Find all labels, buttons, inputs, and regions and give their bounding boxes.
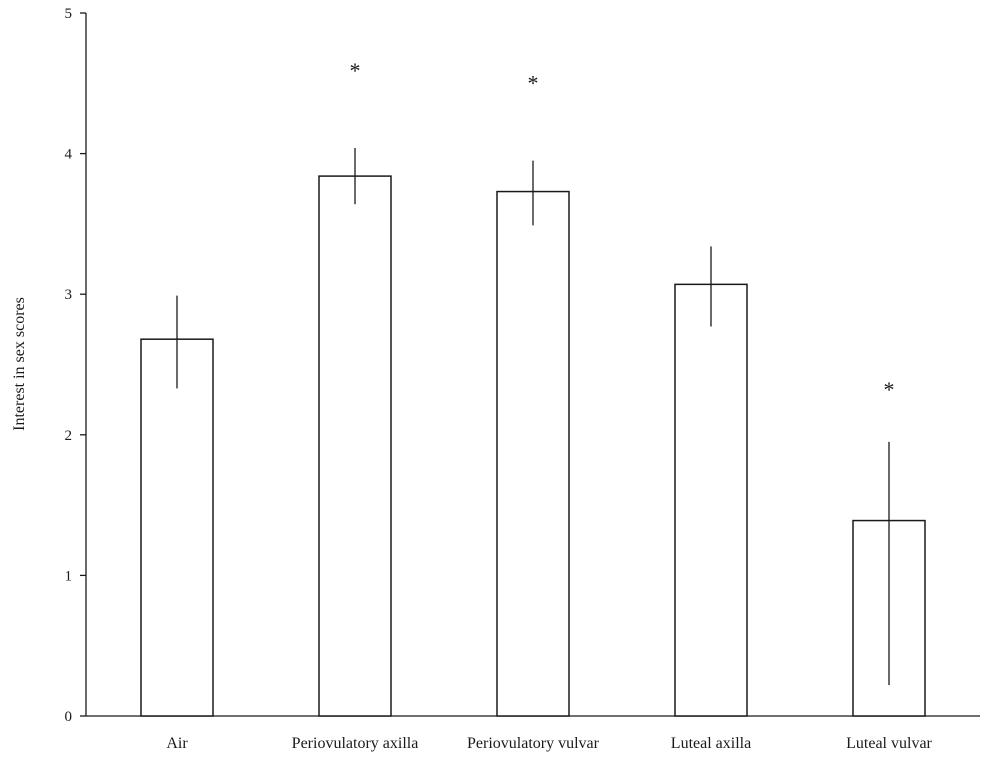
category-label: Periovulatory vulvar <box>467 735 600 752</box>
category-label: Periovulatory axilla <box>292 735 419 752</box>
error-bars <box>176 147 890 686</box>
y-tick-label: 5 <box>65 6 73 22</box>
y-tick-label: 4 <box>65 147 73 163</box>
significance-markers: * * * <box>350 58 895 402</box>
significance-star: * <box>350 58 361 83</box>
category-label: Luteal vulvar <box>846 735 932 752</box>
y-tick-label: 0 <box>65 709 73 725</box>
category-label: Luteal axilla <box>671 735 751 752</box>
category-label: Air <box>166 735 188 752</box>
y-axis-title: Interest in sex scores <box>11 297 28 431</box>
bar <box>496 190 570 717</box>
y-axis: 0 1 2 3 4 5 <box>65 6 87 725</box>
y-tick-label: 1 <box>65 568 73 584</box>
y-tick-label: 3 <box>65 287 73 303</box>
y-tick-label: 2 <box>65 428 73 444</box>
significance-star: * <box>884 377 895 402</box>
bar <box>674 283 748 717</box>
bars <box>140 175 926 717</box>
bar <box>318 175 392 717</box>
significance-star: * <box>528 71 539 96</box>
bar <box>140 338 214 717</box>
category-labels: Air Periovulatory axilla Periovulatory vul… <box>166 735 932 752</box>
